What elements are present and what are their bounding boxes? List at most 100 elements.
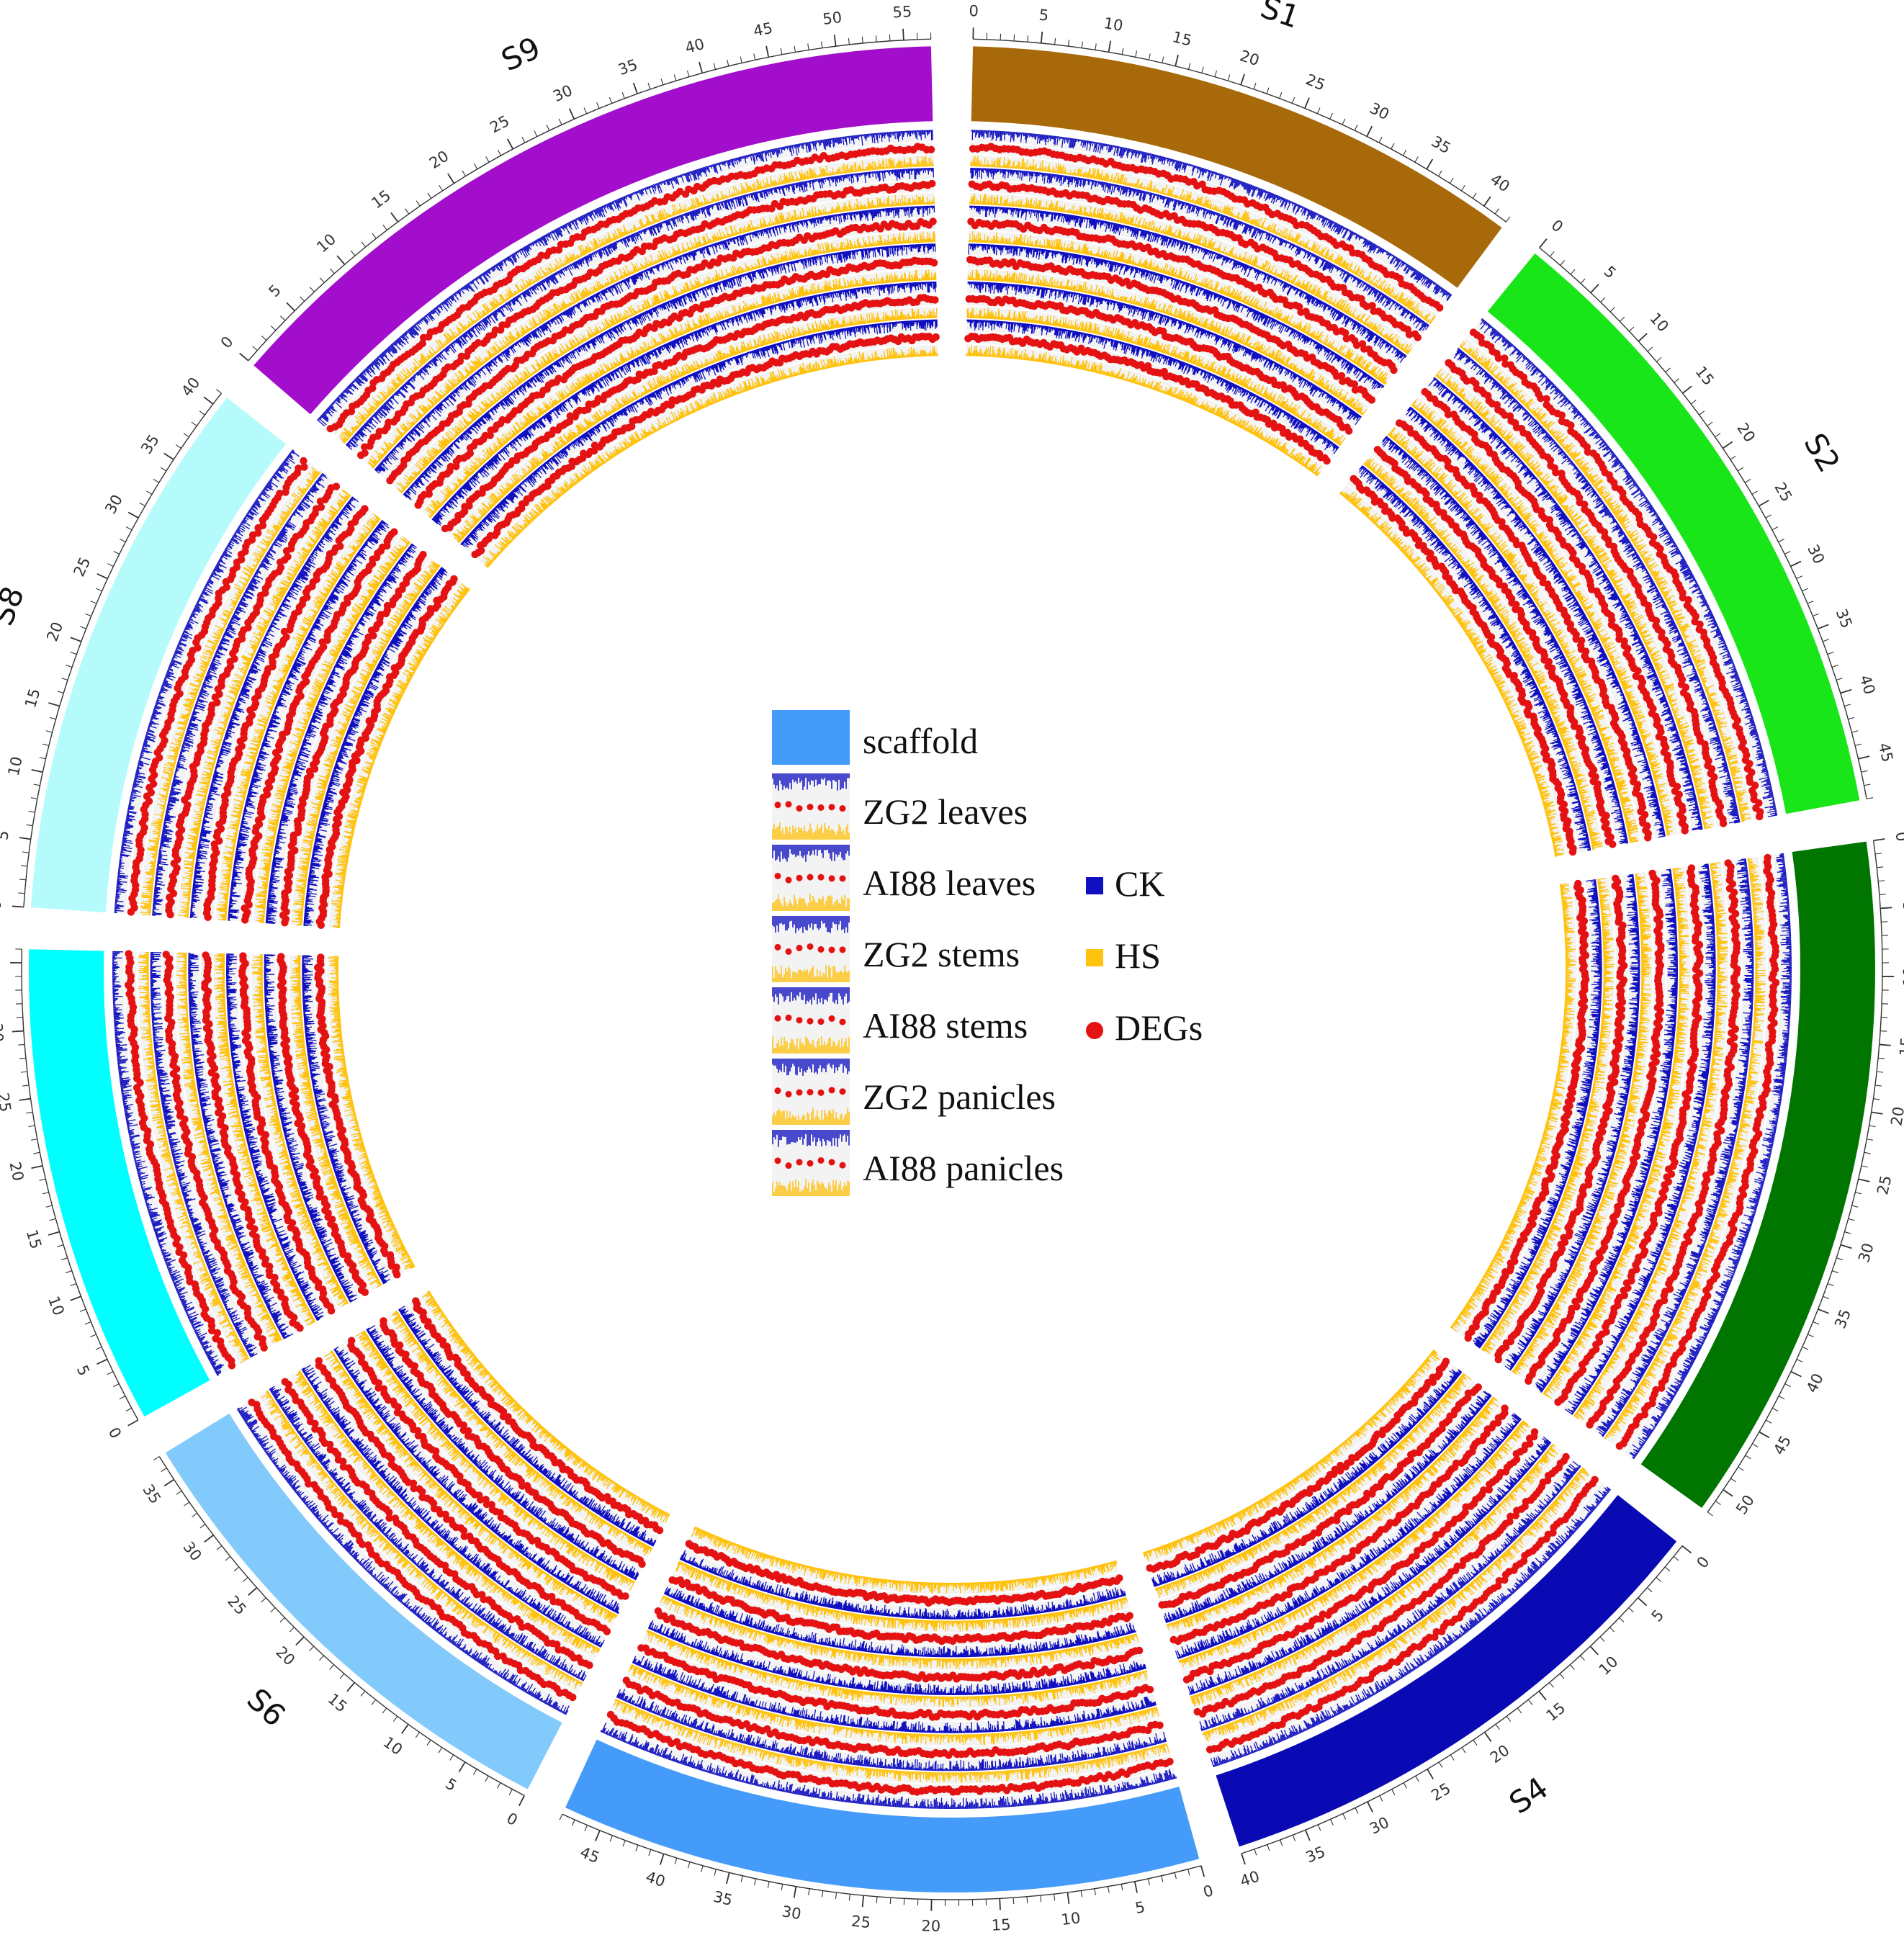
ck-bars-s3 xyxy=(1629,853,1792,1460)
degs-points-s3 xyxy=(1494,874,1628,1364)
ck-bars-s3 xyxy=(1535,868,1679,1393)
deg-point xyxy=(1158,1601,1166,1609)
deg-point xyxy=(1182,1676,1191,1684)
degs-points-s2 xyxy=(1469,328,1764,821)
deg-point xyxy=(1537,394,1545,403)
ck-bars-s1 xyxy=(967,281,1362,426)
deg-point xyxy=(1463,377,1471,385)
ck-bars-s1 xyxy=(969,205,1407,363)
deg-point xyxy=(1756,812,1764,821)
degs-points-s1 xyxy=(965,295,1353,435)
deg-point xyxy=(622,1676,630,1684)
deg-point xyxy=(668,1576,676,1584)
degs-points-s3 xyxy=(1464,879,1590,1342)
ck-bars-s2 xyxy=(1382,436,1629,844)
deg-point xyxy=(1350,380,1359,388)
hs-bars-s3 xyxy=(1573,861,1728,1420)
deg-point xyxy=(1414,333,1422,341)
hs-bars-s2 xyxy=(1411,398,1674,837)
track-background xyxy=(1553,865,1704,1408)
deg-point xyxy=(412,1297,420,1305)
deg-point xyxy=(1650,533,1658,541)
deg-point xyxy=(1403,529,1411,537)
deg-point xyxy=(1558,411,1566,419)
degs-points-s1 xyxy=(968,180,1422,341)
deg-point xyxy=(1501,354,1509,362)
hs-bars-s2 xyxy=(1363,458,1603,850)
ck-bars-s1 xyxy=(966,319,1339,454)
deg-point xyxy=(1542,395,1550,403)
hs-bars-s2 xyxy=(1339,490,1565,858)
deg-point xyxy=(380,1317,387,1325)
deg-point xyxy=(1169,1635,1177,1644)
deg-point xyxy=(1586,1421,1594,1429)
deg-point xyxy=(606,1710,615,1719)
deg-point xyxy=(1609,840,1617,848)
deg-point xyxy=(1568,848,1577,856)
deg-point xyxy=(1332,241,1341,249)
degs-points-s1 xyxy=(967,217,1398,374)
deg-point xyxy=(1494,354,1503,362)
deg-point xyxy=(1644,834,1652,842)
deg-point xyxy=(1554,1398,1562,1406)
deg-point xyxy=(1368,396,1376,404)
track-background xyxy=(1460,881,1590,1342)
deg-point xyxy=(315,1357,323,1365)
deg-point xyxy=(1546,457,1555,464)
ck-bars-s2 xyxy=(1428,377,1703,831)
hs-bars-s3 xyxy=(1604,858,1766,1440)
degs-points-s2 xyxy=(1445,359,1728,827)
track-background xyxy=(1470,879,1602,1349)
degs-points-s2 xyxy=(1350,475,1577,856)
deg-point xyxy=(637,1644,645,1652)
deg-point xyxy=(1656,544,1664,553)
hs-bars-s3 xyxy=(1542,867,1691,1399)
degs-points-s3 xyxy=(1554,864,1704,1406)
deg-point xyxy=(1681,827,1689,835)
hs-bars-s3 xyxy=(1512,873,1652,1375)
deg-point xyxy=(1193,1707,1201,1716)
hs-bars-s1 xyxy=(966,346,1322,477)
hs-bars-s1 xyxy=(970,156,1436,325)
deg-point xyxy=(1342,329,1350,337)
hs-bars-s2 xyxy=(1459,341,1751,822)
deg-point xyxy=(125,950,133,958)
degs-points-s3 xyxy=(1615,853,1780,1450)
ck-bars-s2 xyxy=(1406,406,1666,838)
ck-bars-s3 xyxy=(1473,879,1602,1349)
ck-bars-s3 xyxy=(1596,858,1754,1437)
deg-point xyxy=(1323,457,1331,465)
deg-point xyxy=(1146,1564,1154,1572)
deg-point xyxy=(248,1398,256,1406)
deg-point xyxy=(1524,1377,1532,1386)
deg-point xyxy=(162,951,170,958)
deg-point xyxy=(1390,366,1398,374)
hs-bars-s1 xyxy=(966,307,1346,446)
hs-bars-s2 xyxy=(1387,427,1639,843)
degs-points-s2 xyxy=(1421,387,1689,835)
deg-point xyxy=(1352,341,1361,349)
deg-point xyxy=(1494,1355,1502,1364)
hs-bars-s1 xyxy=(967,269,1368,416)
track-background xyxy=(1522,870,1666,1386)
deg-point xyxy=(1345,427,1353,435)
deg-point xyxy=(1405,331,1414,338)
hs-bars-s1 xyxy=(969,193,1413,355)
deg-point xyxy=(1337,372,1346,380)
track-background xyxy=(1563,863,1716,1415)
hs-bars-s2 xyxy=(1434,368,1713,830)
track-background xyxy=(1532,868,1678,1393)
deg-point xyxy=(1615,1442,1624,1450)
deg-point xyxy=(1464,1334,1472,1342)
degs-points-s1 xyxy=(964,333,1331,465)
ck-bars-s3 xyxy=(1564,863,1716,1415)
degs-points-s3 xyxy=(1524,869,1665,1386)
ck-bars-s1 xyxy=(971,130,1452,302)
deg-point xyxy=(1567,421,1575,429)
ck-bars-s3 xyxy=(1504,874,1640,1371)
deg-point xyxy=(1436,304,1444,312)
hs-bars-s1 xyxy=(968,230,1388,385)
deg-point xyxy=(348,1337,356,1344)
deg-point xyxy=(1444,410,1452,418)
